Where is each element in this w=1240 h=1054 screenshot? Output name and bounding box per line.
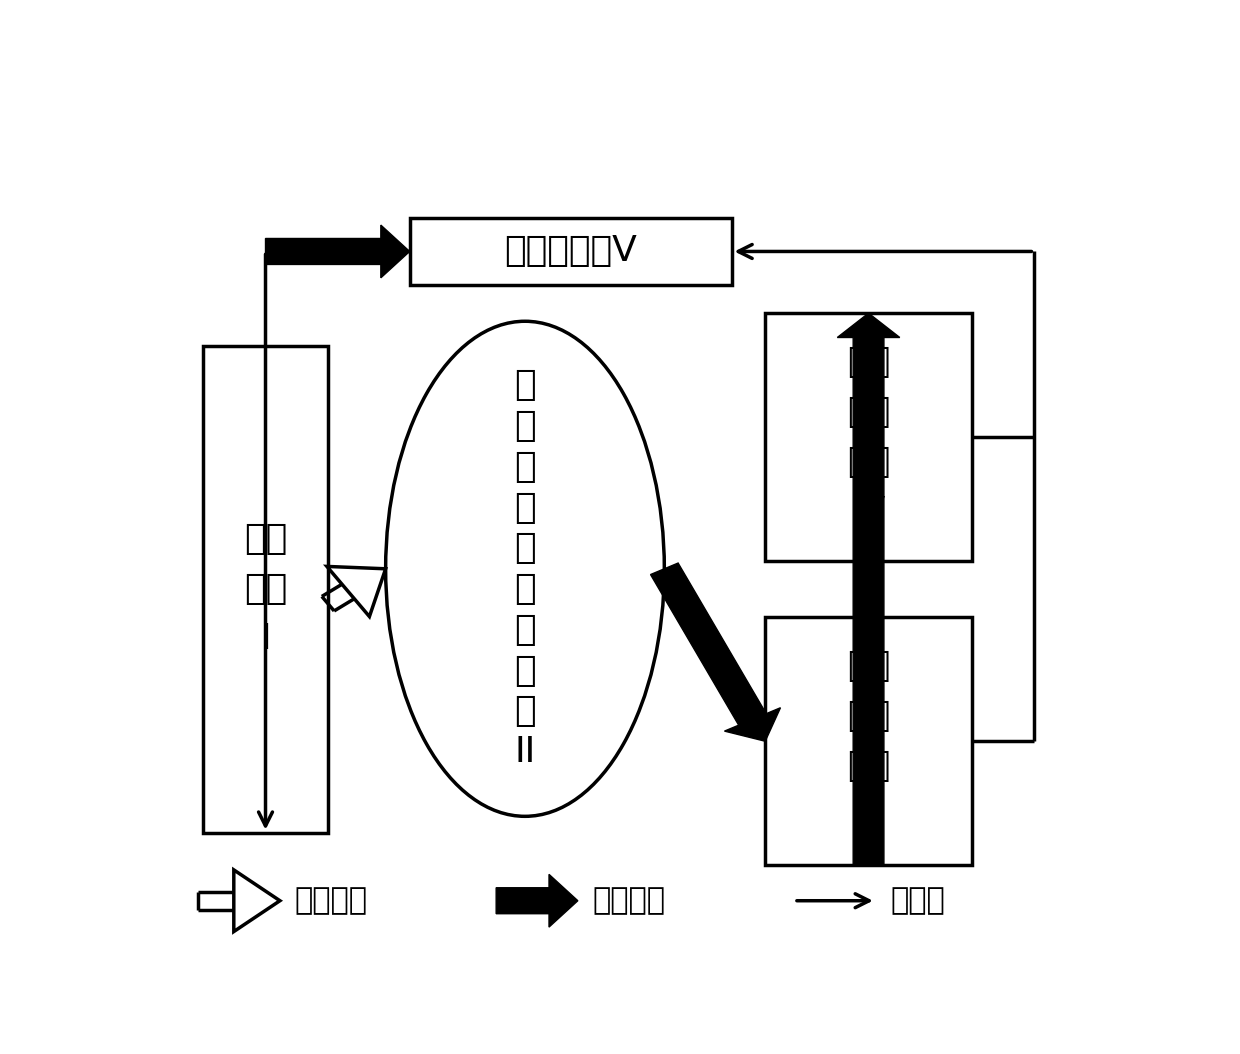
Text: 光声信号: 光声信号 bbox=[593, 886, 665, 915]
Text: 工业控制机V: 工业控制机V bbox=[505, 234, 637, 269]
Text: 多
角
度
立
体
扫
描
系
统
II: 多 角 度 立 体 扫 描 系 统 II bbox=[515, 369, 536, 769]
FancyBboxPatch shape bbox=[203, 346, 327, 833]
FancyArrow shape bbox=[496, 875, 578, 928]
Polygon shape bbox=[234, 870, 280, 932]
Text: 光源
系统
I: 光源 系统 I bbox=[244, 522, 288, 657]
FancyArrow shape bbox=[265, 226, 409, 278]
FancyArrow shape bbox=[837, 313, 900, 865]
FancyBboxPatch shape bbox=[409, 218, 732, 285]
Text: 光学信号: 光学信号 bbox=[294, 886, 367, 915]
Polygon shape bbox=[327, 566, 386, 617]
Text: 数据
采集
系统
IV: 数据 采集 系统 IV bbox=[847, 345, 890, 529]
Text: 电信号: 电信号 bbox=[890, 886, 945, 915]
FancyBboxPatch shape bbox=[765, 313, 972, 561]
FancyArrow shape bbox=[651, 563, 780, 741]
FancyBboxPatch shape bbox=[765, 618, 972, 865]
Ellipse shape bbox=[386, 321, 665, 816]
Text: 光声
探测
系统
III: 光声 探测 系统 III bbox=[847, 649, 890, 834]
